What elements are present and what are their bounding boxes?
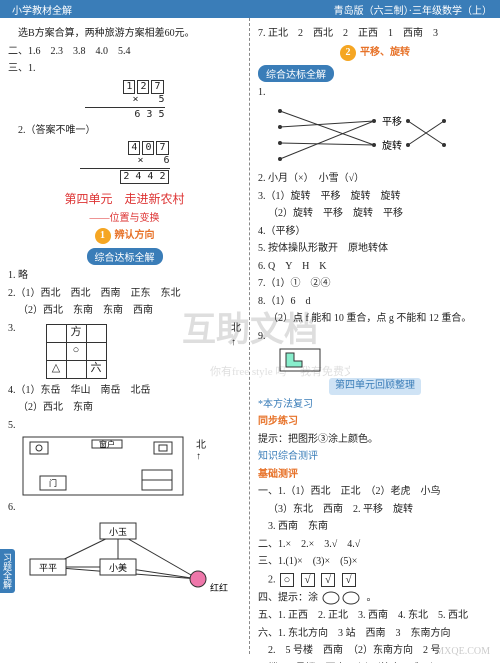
sub1: 同步练习 <box>258 415 492 430</box>
room-diagram: 窗户 门 北↑ <box>8 436 241 498</box>
sec2: 2平移、旋转 <box>258 45 492 61</box>
svg-text:旋转: 旋转 <box>382 139 402 152</box>
left-t2: 二、1.6 2.3 3.8 4.0 5.4 <box>8 45 241 60</box>
rq5: 5. 按体操队形散开 原地转体 <box>258 242 492 257</box>
svg-text:窗户: 窗户 <box>99 439 115 449</box>
rq7: 7.（1）① ②④ <box>258 277 492 292</box>
svg-text:小玉: 小玉 <box>109 527 127 537</box>
r2: 二、1.× 2.× 3.√ 4.√ <box>258 538 492 553</box>
rq3b: （2）旋转 平移 旋转 平移 <box>268 207 492 222</box>
pillB: *本方法复习 <box>258 398 492 413</box>
rq6: 6. Q Y H K <box>258 260 492 275</box>
right-column: 7. 正北 2 西北 2 正西 1 西南 3 2平移、旋转 综合达标全解 1. … <box>250 18 500 654</box>
calc2: 407 × 6 2 4 4 2 <box>8 141 241 184</box>
header-right: 青岛版（六三制）·三年级数学（上） <box>334 2 492 17</box>
rq8: 8.（1）6 d <box>258 295 492 310</box>
grid9: 方 ○ △六 <box>46 324 107 379</box>
left-t3: 三、1. <box>8 62 241 77</box>
r3: 三、1.(1)× (3)× (5)× <box>258 555 492 570</box>
unit-sub: ——位置与变换 <box>8 209 241 224</box>
rq2: 2. 小月（×） 小雪（√） <box>258 172 492 187</box>
rq1: 1. <box>258 86 492 101</box>
rq4: 4.（平移） <box>258 225 492 240</box>
r4: 四、提示：涂 。 <box>258 590 492 606</box>
lq2b: （2）西北 东南 东南 西南 <box>18 304 241 319</box>
r3b: 2. ○ √ √ √ <box>268 573 492 588</box>
rq3: 3.（1）旋转 平移 旋转 旋转 <box>258 190 492 205</box>
lq6: 6. <box>8 501 241 516</box>
hint: 提示：把图形③涂上颜色。 <box>258 433 492 448</box>
svg-text:红红: 红红 <box>210 582 228 593</box>
left-column: 选B方案合算，两种旅游方案相差60元。 二、1.6 2.3 3.8 4.0 5.… <box>0 18 250 654</box>
sec1: 1辨认方向 <box>8 228 241 244</box>
svg-text:小美: 小美 <box>109 562 127 573</box>
match-diagram: 平移 旋转 <box>274 103 454 169</box>
calc1: 127 × 5 6 3 5 <box>8 80 241 121</box>
rq9: 9. <box>258 330 492 345</box>
pillC: 知识综合测评 <box>258 450 492 465</box>
lq2: 2.（1）西北 西北 西南 正东 东北 <box>8 287 241 302</box>
lq3: 3. 方 ○ △六 北↑ <box>8 322 241 381</box>
sub2: 基础测评 <box>258 468 492 483</box>
lq4: 4.（1）东岳 华山 南岳 北岳 <box>8 384 241 399</box>
rq8b: （2）点 f 能和 10 重合，点 g 不能和 12 重合。 <box>268 312 492 327</box>
pill-zhdb2: 综合达标全解 <box>258 65 334 82</box>
svg-text:门: 门 <box>49 478 57 488</box>
left-intro: 选B方案合算，两种旅游方案相差60元。 <box>18 27 241 42</box>
r5: 五、1. 正西 2. 正北 3. 西南 4. 东北 5. 西北 <box>258 609 492 624</box>
shape9 <box>278 347 328 375</box>
lq4b: （2）西北 东南 <box>18 401 241 416</box>
pill-zhdb: 综合达标全解 <box>87 248 163 265</box>
svg-text:平平: 平平 <box>39 563 57 573</box>
header-left: 小学教材全解 <box>8 1 76 18</box>
svg-text:平移: 平移 <box>382 115 402 128</box>
lq5: 5. <box>8 419 241 434</box>
unit-back: 第四单元回顾整理 <box>329 378 421 395</box>
r1c: 3. 西南 东南 <box>268 520 492 535</box>
left-note2: 2.（答案不唯一） <box>18 124 241 139</box>
url-watermark: MXQE.COM <box>435 646 490 657</box>
r1b: （3）东北 西南 2. 平移 旋转 <box>268 503 492 518</box>
network-diagram: 小玉 平平 小美 红红 <box>18 519 228 605</box>
r1: 一、1.（1）西北 正北 （2）老虎 小鸟 <box>258 485 492 500</box>
unit-title: 第四单元 走进新农村 <box>8 190 241 207</box>
r-top: 7. 正北 2 西北 2 正西 1 西南 3 <box>258 27 492 42</box>
r6: 六、1. 东北方向 3 站 西南 3 东南方向 <box>258 627 492 642</box>
lq1: 1. 略 <box>8 269 241 284</box>
